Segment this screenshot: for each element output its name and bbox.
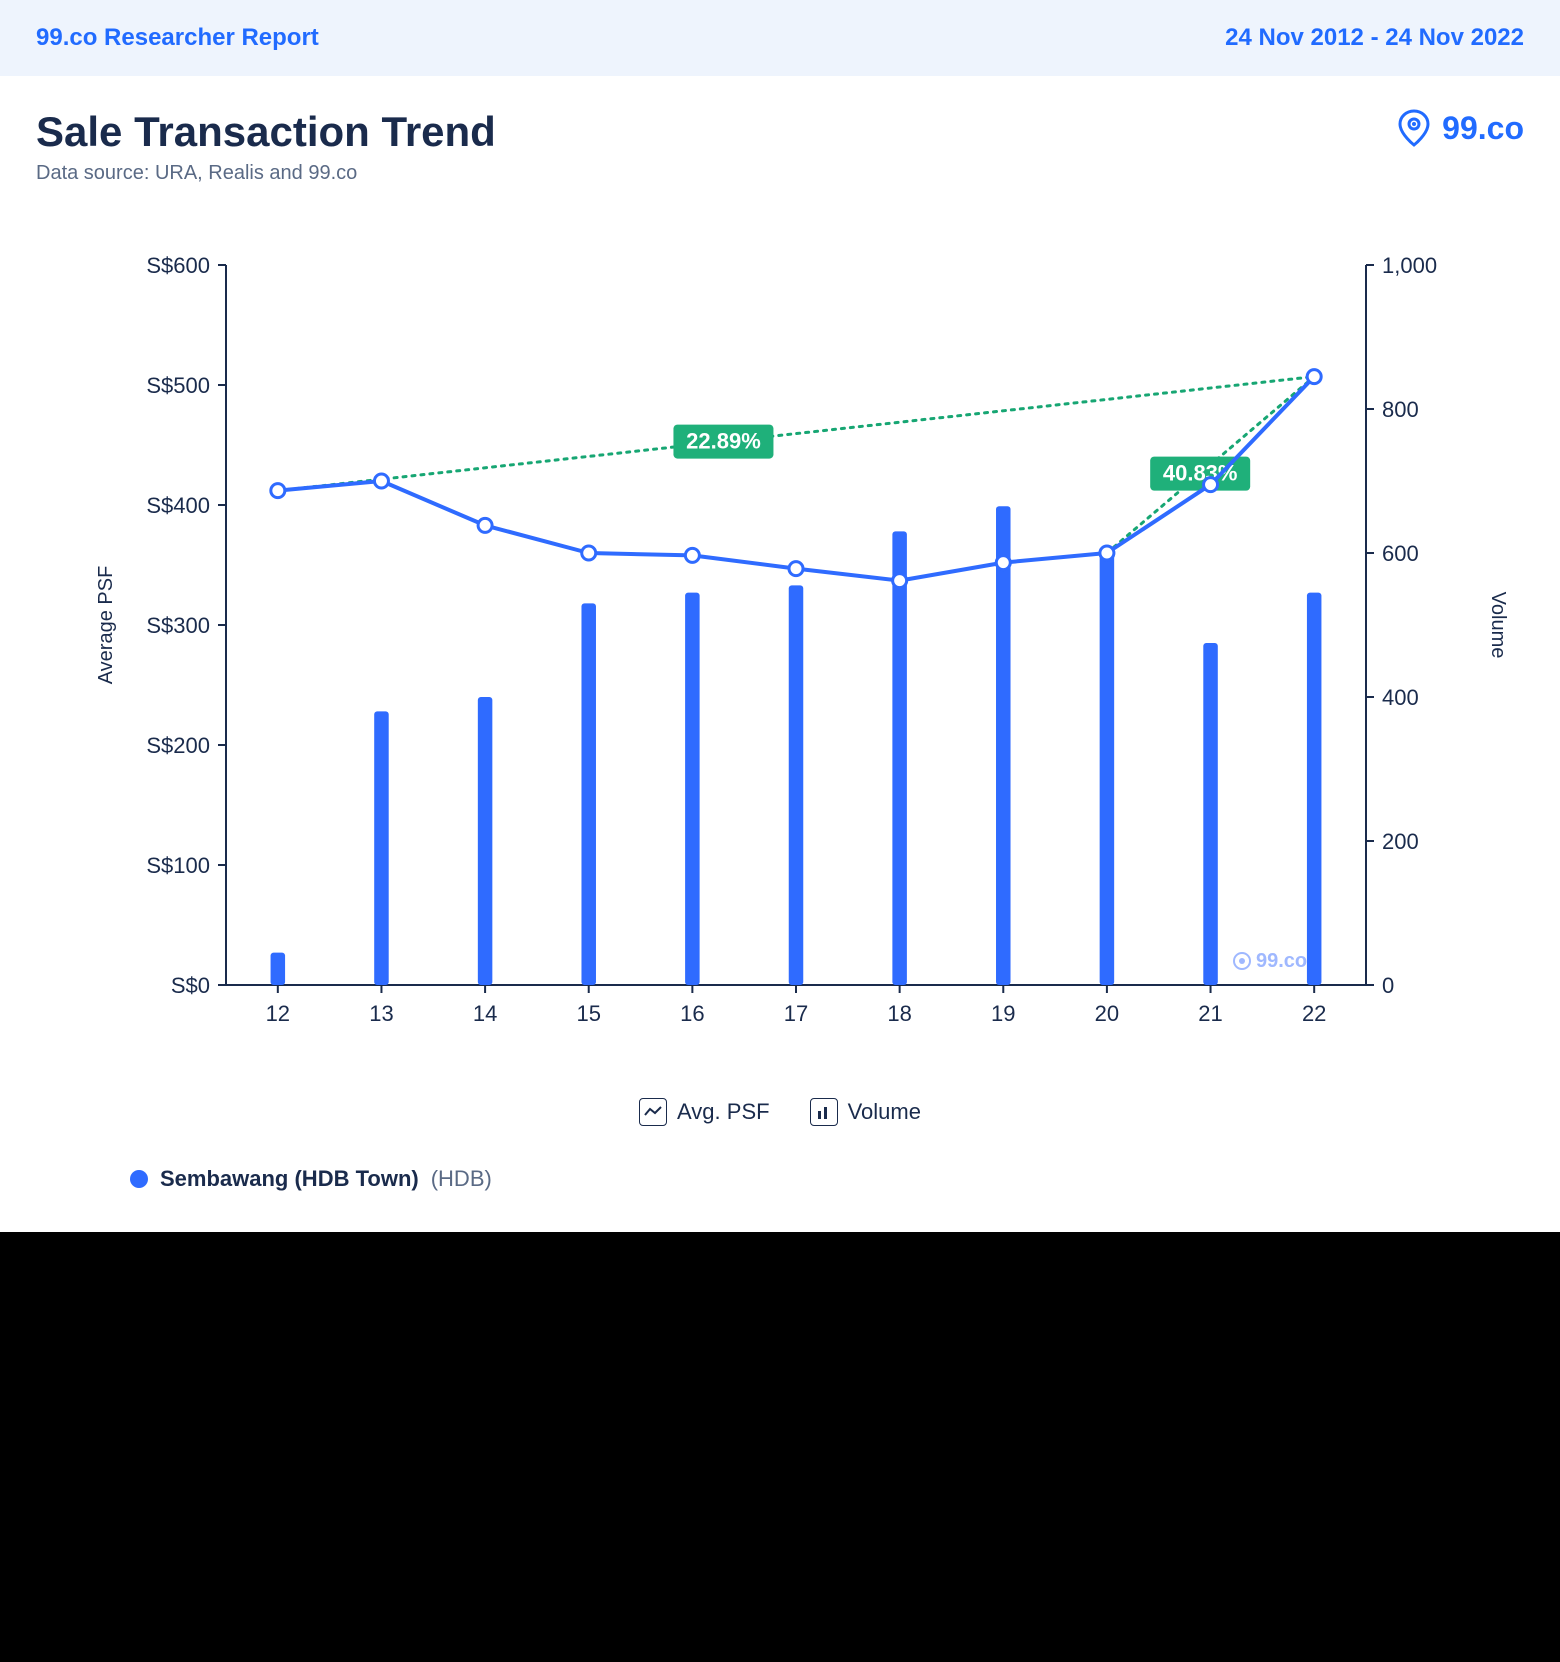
series-name: Sembawang (HDB Town) [160, 1166, 419, 1192]
svg-text:15: 15 [576, 1001, 600, 1026]
svg-text:S$200: S$200 [146, 733, 210, 758]
svg-text:Volume: Volume [1487, 592, 1509, 659]
svg-text:21: 21 [1198, 1001, 1222, 1026]
svg-text:600: 600 [1382, 541, 1419, 566]
svg-text:0: 0 [1382, 973, 1394, 998]
svg-text:16: 16 [680, 1001, 704, 1026]
svg-text:12: 12 [266, 1001, 290, 1026]
brand-text: 99.co [1442, 110, 1524, 147]
legend-volume: Volume [810, 1098, 921, 1126]
svg-text:99.co: 99.co [1256, 950, 1307, 972]
svg-text:22: 22 [1302, 1001, 1326, 1026]
legend-label: Avg. PSF [677, 1099, 770, 1125]
svg-text:13: 13 [369, 1001, 393, 1026]
footer-black-bar [0, 1232, 1560, 1662]
svg-text:1,000: 1,000 [1382, 253, 1437, 278]
sale-trend-chart: S$0 S$100 S$200 S$300 S$400 S$500 S$600 0 200 400… [76, 245, 1516, 1065]
report-label: 99.co Researcher Report [36, 24, 319, 52]
svg-text:40.83%: 40.83% [1163, 461, 1238, 486]
svg-text:17: 17 [784, 1001, 808, 1026]
series-tag: (HDB) [431, 1166, 492, 1192]
svg-text:S$300: S$300 [146, 613, 210, 638]
svg-text:800: 800 [1382, 397, 1419, 422]
line-chart-icon [639, 1098, 667, 1126]
page-subtitle: Data source: URA, Realis and 99.co [36, 162, 496, 185]
svg-text:400: 400 [1382, 685, 1419, 710]
svg-text:S$600: S$600 [146, 253, 210, 278]
brand-logo: 99.co [1394, 108, 1524, 148]
svg-text:S$100: S$100 [146, 853, 210, 878]
chart-type-legend: Avg. PSF Volume [76, 1098, 1484, 1126]
page-title: Sale Transaction Trend [36, 108, 496, 156]
svg-text:S$0: S$0 [171, 973, 210, 998]
svg-text:22.89%: 22.89% [686, 429, 761, 454]
legend-avg-psf: Avg. PSF [639, 1098, 770, 1126]
series-dot-icon [130, 1170, 148, 1188]
bar-chart-icon [810, 1098, 838, 1126]
legend-label: Volume [848, 1099, 921, 1125]
svg-text:S$500: S$500 [146, 373, 210, 398]
report-header: 99.co Researcher Report 24 Nov 2012 - 24… [0, 0, 1560, 76]
svg-text:200: 200 [1382, 829, 1419, 854]
svg-text:18: 18 [887, 1001, 911, 1026]
location-pin-icon [1394, 108, 1434, 148]
series-legend: Sembawang (HDB Town) (HDB) [130, 1166, 1484, 1192]
svg-text:S$400: S$400 [146, 493, 210, 518]
svg-text:Average PSF: Average PSF [95, 566, 117, 685]
svg-text:14: 14 [473, 1001, 497, 1026]
svg-text:19: 19 [991, 1001, 1015, 1026]
svg-text:20: 20 [1095, 1001, 1119, 1026]
report-date-range: 24 Nov 2012 - 24 Nov 2022 [1225, 24, 1524, 52]
